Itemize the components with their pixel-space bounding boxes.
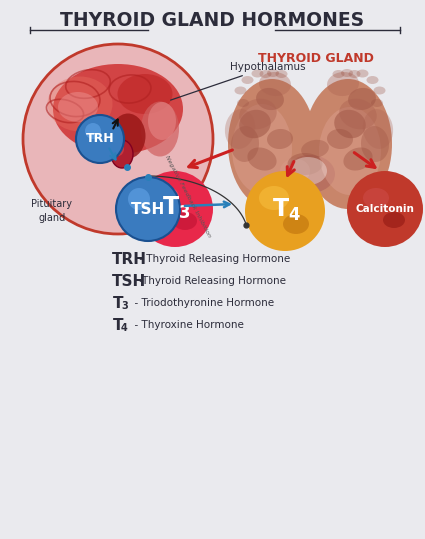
- Ellipse shape: [256, 88, 284, 110]
- Ellipse shape: [267, 69, 279, 77]
- Ellipse shape: [239, 110, 271, 138]
- Ellipse shape: [237, 99, 249, 107]
- Text: TRH: TRH: [86, 133, 114, 146]
- Text: $\mathbf{T}$: $\mathbf{T}$: [112, 317, 125, 333]
- Ellipse shape: [334, 110, 366, 138]
- Ellipse shape: [374, 86, 385, 94]
- Ellipse shape: [141, 101, 179, 156]
- Text: Negative Feedback Inhibition: Negative Feedback Inhibition: [164, 154, 212, 238]
- Text: $\mathbf{T}$: $\mathbf{T}$: [112, 295, 125, 311]
- Text: TSH: TSH: [112, 273, 146, 288]
- Ellipse shape: [361, 126, 389, 162]
- Text: Hypothalamus: Hypothalamus: [170, 62, 306, 100]
- Circle shape: [128, 188, 150, 210]
- Ellipse shape: [110, 114, 145, 158]
- Text: Calcitonin: Calcitonin: [356, 204, 414, 214]
- Ellipse shape: [259, 72, 291, 96]
- Ellipse shape: [348, 70, 360, 78]
- Circle shape: [76, 115, 124, 163]
- Ellipse shape: [241, 76, 253, 84]
- Text: 3: 3: [121, 301, 128, 311]
- Ellipse shape: [339, 99, 377, 129]
- Ellipse shape: [260, 70, 272, 78]
- Ellipse shape: [235, 86, 246, 94]
- Ellipse shape: [304, 79, 392, 209]
- Ellipse shape: [225, 109, 255, 149]
- Text: $\mathbf{T_4}$: $\mathbf{T_4}$: [272, 197, 300, 223]
- Ellipse shape: [275, 70, 287, 78]
- Ellipse shape: [327, 129, 353, 149]
- Ellipse shape: [232, 104, 292, 194]
- Ellipse shape: [371, 99, 383, 107]
- Ellipse shape: [239, 99, 277, 129]
- Ellipse shape: [231, 126, 259, 162]
- Ellipse shape: [283, 214, 309, 234]
- Ellipse shape: [357, 70, 368, 78]
- Ellipse shape: [289, 157, 327, 185]
- Text: TSH: TSH: [131, 202, 165, 217]
- Ellipse shape: [53, 64, 183, 154]
- Ellipse shape: [348, 88, 376, 110]
- Circle shape: [23, 44, 213, 234]
- Ellipse shape: [332, 70, 345, 78]
- Ellipse shape: [319, 107, 381, 195]
- Circle shape: [85, 123, 101, 139]
- Ellipse shape: [117, 74, 173, 114]
- Ellipse shape: [259, 186, 289, 210]
- Text: 4: 4: [121, 323, 128, 333]
- Text: THYROID GLAND HORMONES: THYROID GLAND HORMONES: [60, 11, 364, 31]
- Ellipse shape: [343, 148, 373, 170]
- Ellipse shape: [247, 148, 277, 170]
- Text: TRH: TRH: [112, 252, 147, 266]
- Text: $\mathbf{T_3}$: $\mathbf{T_3}$: [162, 195, 190, 221]
- Circle shape: [245, 171, 325, 251]
- Ellipse shape: [111, 140, 133, 168]
- Circle shape: [347, 171, 423, 247]
- Text: Pituitary
gland: Pituitary gland: [31, 199, 73, 223]
- Ellipse shape: [287, 153, 323, 175]
- Ellipse shape: [58, 92, 98, 122]
- Circle shape: [116, 177, 180, 241]
- Text: - Thyroxine Hormone: - Thyroxine Hormone: [128, 320, 244, 330]
- Ellipse shape: [363, 188, 389, 208]
- Ellipse shape: [341, 69, 353, 77]
- Ellipse shape: [267, 129, 293, 149]
- Ellipse shape: [48, 77, 113, 132]
- Ellipse shape: [148, 102, 176, 140]
- Ellipse shape: [112, 142, 124, 156]
- Text: -Thyroid Releasing Hormone: -Thyroid Releasing Hormone: [136, 276, 286, 286]
- Ellipse shape: [301, 140, 329, 158]
- Ellipse shape: [285, 155, 335, 193]
- Ellipse shape: [151, 186, 179, 208]
- Ellipse shape: [280, 158, 310, 183]
- Text: - Thyroid Releasing Hormone: - Thyroid Releasing Hormone: [136, 254, 290, 264]
- Text: THYROID GLAND: THYROID GLAND: [258, 52, 374, 66]
- Circle shape: [137, 171, 213, 247]
- Ellipse shape: [366, 76, 379, 84]
- Ellipse shape: [252, 70, 264, 78]
- Ellipse shape: [228, 79, 316, 209]
- Ellipse shape: [363, 109, 393, 149]
- Ellipse shape: [173, 212, 197, 230]
- Text: - Triodothyronine Hormone: - Triodothyronine Hormone: [128, 298, 274, 308]
- Ellipse shape: [327, 72, 359, 96]
- Ellipse shape: [383, 212, 405, 228]
